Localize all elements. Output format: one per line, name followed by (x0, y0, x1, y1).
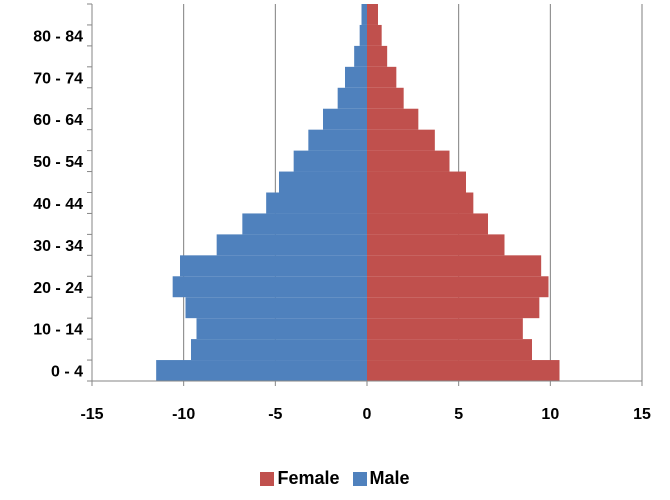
bar-male-16 (359, 24, 367, 46)
bar-male-12 (323, 108, 367, 130)
bar-female-3 (367, 297, 540, 319)
axes (87, 3, 643, 386)
x-tick-label: 10 (541, 406, 559, 423)
x-tick-label: -15 (80, 406, 103, 423)
bar-female-12 (367, 108, 419, 130)
legend-label-female: Female (277, 468, 340, 488)
bar-female-6 (367, 234, 505, 256)
bar-female-17 (367, 4, 378, 25)
bar-male-6 (216, 234, 367, 256)
legend-swatch-female (260, 471, 275, 486)
bar-male-15 (354, 45, 367, 67)
bar-male-9 (279, 171, 367, 193)
legend-swatch-male (352, 471, 367, 486)
bar-female-9 (367, 171, 466, 193)
bar-female-4 (367, 276, 549, 298)
y-tick-label: 80 - 84 (33, 28, 83, 45)
bar-male-8 (266, 192, 367, 214)
x-tick-label: -10 (172, 406, 195, 423)
x-tick-label: 5 (454, 406, 463, 423)
x-tick-labels: -15 -10 -5 0 5 10 15 (80, 406, 651, 423)
y-tick-label: 20 - 24 (33, 280, 83, 297)
bar-female-11 (367, 129, 435, 151)
bar-male-3 (185, 297, 367, 319)
bar-female-14 (367, 66, 397, 88)
y-tick-label: 40 - 44 (33, 196, 83, 213)
bar-female-7 (367, 213, 488, 235)
bar-male-7 (242, 213, 367, 235)
bar-female-15 (367, 45, 388, 67)
bar-female-5 (367, 255, 542, 277)
y-tick-label: 0 - 4 (51, 364, 83, 381)
bar-female-0 (367, 360, 560, 381)
y-tick-label: 50 - 54 (33, 154, 83, 171)
bar-female-13 (367, 87, 404, 109)
y-tick-labels: 0 - 4 10 - 14 20 - 24 30 - 34 40 - 44 50 - 54… (33, 28, 83, 380)
bar-male-1 (191, 339, 367, 361)
bar-male-4 (172, 276, 367, 298)
bar-female-2 (367, 318, 523, 340)
y-tick-label: 70 - 74 (33, 70, 83, 87)
y-tick-label: 30 - 34 (33, 238, 83, 255)
bar-female-10 (367, 150, 450, 172)
bars (156, 4, 560, 381)
y-tick-label: 60 - 64 (33, 112, 83, 129)
legend-item-male: Male (352, 468, 410, 489)
bar-female-1 (367, 339, 532, 361)
bar-male-10 (293, 150, 367, 172)
x-tick-label: -5 (268, 406, 282, 423)
bar-female-16 (367, 24, 382, 46)
x-tick-label: 15 (633, 406, 651, 423)
bar-male-11 (308, 129, 367, 151)
y-tick-label: 10 - 14 (33, 322, 83, 339)
bar-male-13 (337, 87, 367, 109)
bar-female-8 (367, 192, 474, 214)
bar-male-5 (180, 255, 367, 277)
bar-male-2 (196, 318, 367, 340)
x-tick-label: 0 (363, 406, 372, 423)
bar-male-0 (156, 360, 367, 381)
legend-label-male: Male (369, 468, 410, 488)
legend-item-female: Female (260, 468, 340, 489)
legend: Female Male (0, 468, 670, 491)
bar-male-17 (361, 4, 367, 25)
bar-male-14 (345, 66, 367, 88)
